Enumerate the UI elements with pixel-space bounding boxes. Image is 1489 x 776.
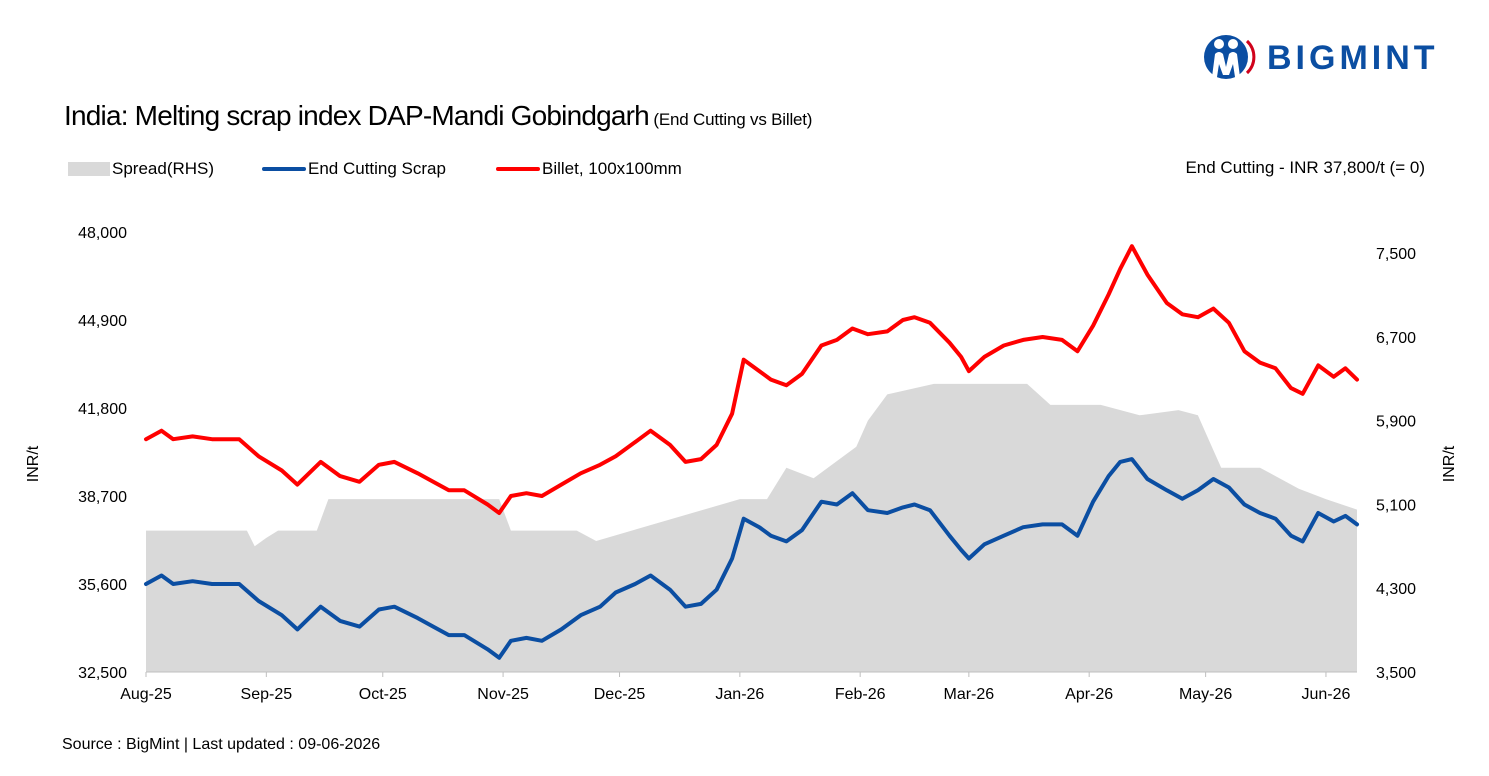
y-right-tick-label: 5,100 <box>1376 497 1416 514</box>
chart-title-main: India: Melting scrap index DAP-Mandi Gob… <box>64 100 650 131</box>
line-series-layer <box>144 244 1359 660</box>
source-note: Source : BigMint | Last updated : 09-06-… <box>62 736 381 753</box>
y-right-tick-label: 3,500 <box>1376 665 1416 682</box>
x-tick-label: Aug-25 <box>120 686 172 703</box>
legend-item-end-cutting: End Cutting Scrap <box>262 158 446 180</box>
x-tick-label: Oct-25 <box>359 686 407 703</box>
x-tick-label: Dec-25 <box>594 686 646 703</box>
bigmint-logo: BIGMINT <box>1203 33 1473 85</box>
axes-layer: Aug-25 Sep-25 Oct-25 Nov-25 Dec-25 Jan-26 Feb-… <box>25 225 1458 703</box>
legend-label-spread: Spread(RHS) <box>112 159 215 178</box>
x-tick-label: Apr-26 <box>1065 686 1113 703</box>
y-right-tick-label: 5,900 <box>1376 414 1416 431</box>
y-left-tick-label: 44,900 <box>78 313 127 330</box>
y-left-tick-label: 35,600 <box>78 577 127 594</box>
x-tick-label: Nov-25 <box>477 686 529 703</box>
legend-label-end-cutting: End Cutting Scrap <box>308 159 446 178</box>
legend-item-billet: Billet, 100x100mm <box>496 158 682 180</box>
y-right-axis-title: INR/t <box>1441 445 1458 482</box>
y-left-tick-label: 48,000 <box>78 225 127 242</box>
series-area-spread-rhs <box>146 383 1357 672</box>
spread-area-layer <box>146 383 1357 672</box>
series-line-end-cutting-scrap <box>144 457 1359 660</box>
x-tick-label: Jun-26 <box>1301 686 1350 703</box>
x-tick-label: Mar-26 <box>944 686 995 703</box>
x-tick-label: Sep-25 <box>241 686 293 703</box>
legend-label-billet: Billet, 100x100mm <box>542 159 682 178</box>
brand-name: BIGMINT <box>1267 39 1439 77</box>
legend-swatch-end-cutting <box>262 167 306 171</box>
chart-subtitle: (End Cutting vs Billet) <box>653 110 813 129</box>
x-tick-label: Feb-26 <box>835 686 886 703</box>
y-right-tick-label: 7,500 <box>1376 246 1416 263</box>
y-left-tick-label: 38,700 <box>78 489 127 506</box>
x-tick-label: Jan-26 <box>715 686 764 703</box>
x-tick-label: May-26 <box>1179 686 1232 703</box>
series-line-billet-100x100mm <box>144 244 1359 515</box>
baseline-note: End Cutting - INR 37,800/t (= 0) <box>1185 158 1425 177</box>
y-right-tick-label: 6,700 <box>1376 330 1416 347</box>
legend-swatch-spread <box>68 162 110 176</box>
legend-swatch-billet <box>496 167 540 171</box>
y-left-tick-label: 32,500 <box>78 665 127 682</box>
chart-title: India: Melting scrap index DAP-Mandi Gob… <box>64 100 812 132</box>
y-right-tick-label: 4,300 <box>1376 581 1416 598</box>
y-left-tick-label: 41,800 <box>78 401 127 418</box>
y-left-axis-title: INR/t <box>25 445 42 482</box>
legend-item-spread: Spread(RHS) <box>68 158 214 180</box>
bigmint-people-icon <box>1204 35 1256 79</box>
